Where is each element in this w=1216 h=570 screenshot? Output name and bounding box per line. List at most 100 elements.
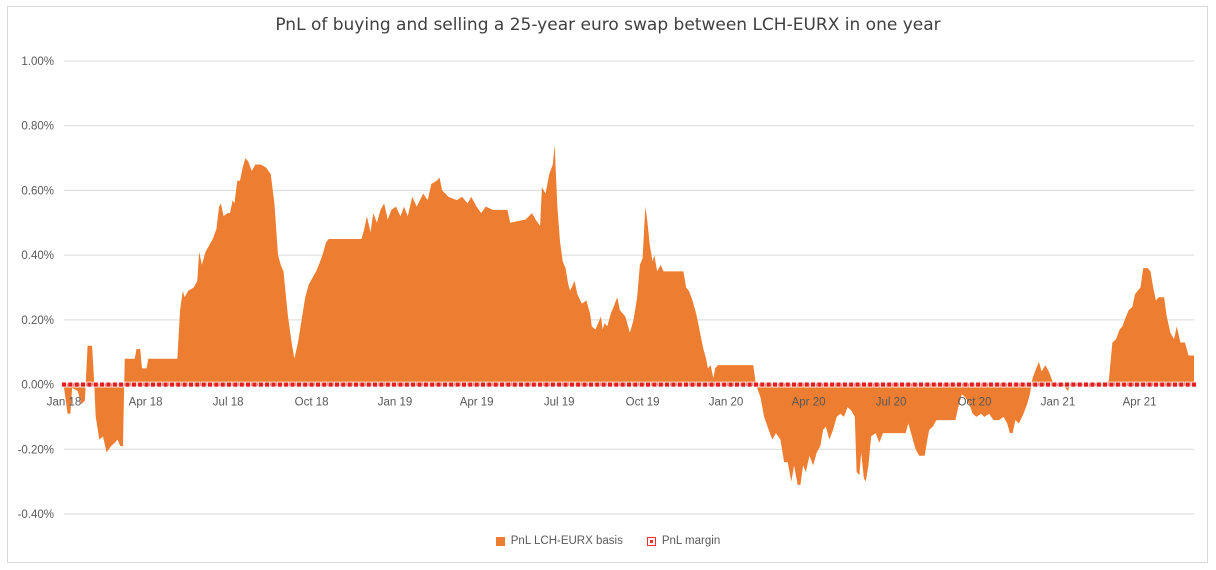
pnl-margin-marker [391, 381, 398, 388]
pnl-margin-marker [1032, 381, 1039, 388]
pnl-margin-marker [295, 381, 302, 388]
chart-title: PnL of buying and selling a 25-year euro… [275, 15, 941, 35]
pnl-margin-marker [854, 381, 861, 388]
pnl-margin-marker [264, 381, 271, 388]
pnl-margin-marker [315, 381, 321, 388]
pnl-margin-marker [911, 381, 918, 388]
pnl-margin-marker [841, 381, 848, 388]
x-tick-label: Jul 20 [876, 397, 907, 409]
pnl-margin-marker [143, 381, 150, 388]
pnl-margin-marker [1184, 381, 1191, 388]
pnl-margin-marker [626, 381, 632, 388]
pnl-margin-marker [1051, 381, 1058, 388]
pnl-margin-marker [848, 381, 855, 388]
pnl-margin-marker [873, 381, 880, 388]
pnl-margin-marker [537, 381, 544, 388]
pnl-margin-marker [359, 381, 366, 388]
pnl-margin-marker [1038, 381, 1045, 388]
pnl-margin-marker [810, 381, 816, 388]
pnl-margin-marker [886, 381, 893, 388]
pnl-margin-marker [372, 381, 378, 388]
x-tick-label: Apr 21 [1123, 397, 1157, 409]
pnl-margin-marker [740, 381, 747, 388]
y-tick-label: -0.20% [18, 444, 54, 456]
pnl-margin-marker [454, 381, 461, 388]
pnl-margin-marker [1026, 381, 1032, 388]
pnl-margin-marker [181, 381, 188, 388]
pnl-margin-marker [251, 381, 258, 388]
pnl-margin-marker [613, 381, 620, 388]
legend-item-margin: PnL margin [646, 535, 720, 547]
pnl-margin-marker [543, 381, 550, 388]
x-tick-label: Apr 18 [129, 397, 163, 409]
pnl-margin-marker [962, 381, 969, 388]
pnl-margin-marker [918, 381, 924, 388]
pnl-margin-marker [416, 381, 423, 388]
pnl-margin-marker [169, 381, 175, 388]
pnl-margin-marker [556, 381, 563, 388]
pnl-margin-marker [480, 381, 486, 388]
pnl-margin-marker [949, 381, 956, 388]
pnl-basis-area-path [64, 145, 1194, 485]
pnl-margin-marker [937, 381, 943, 388]
pnl-margin-marker [607, 381, 613, 388]
pnl-margin-marker [835, 381, 842, 388]
pnl-margin-marker [448, 381, 455, 388]
pnl-margin-marker [397, 381, 404, 388]
legend-swatch-basis [495, 536, 505, 546]
pnl-margin-marker [429, 381, 436, 388]
pnl-margin-marker [784, 381, 791, 388]
pnl-margin-marker [422, 381, 429, 388]
pnl-margin-marker [118, 381, 125, 388]
pnl-margin-marker [61, 381, 67, 388]
pnl-margin-marker [124, 381, 131, 388]
x-tick-label: Apr 20 [792, 397, 826, 409]
pnl-margin-marker [892, 381, 899, 388]
x-tick-label: Oct 19 [626, 397, 660, 409]
pnl-margin-marker [80, 381, 86, 388]
pnl-margin-marker [975, 381, 982, 388]
pnl-margin-marker [1000, 381, 1007, 388]
pnl-margin-marker [1045, 381, 1051, 388]
pnl-margin-marker [632, 381, 639, 388]
pnl-margin-marker [518, 381, 524, 388]
pnl-margin-marker [353, 381, 359, 388]
pnl-margin-marker [86, 381, 93, 388]
pnl-margin-marker [473, 381, 480, 388]
pnl-margin-marker [213, 381, 220, 388]
x-tick-label: Jan 21 [1041, 397, 1076, 409]
pnl-margin-marker [702, 381, 709, 388]
pnl-margin-marker [689, 381, 696, 388]
pnl-margin-marker [619, 381, 626, 388]
y-tick-label: 0.00% [21, 380, 54, 392]
pnl-margin-marker [92, 381, 99, 388]
pnl-margin-marker [486, 381, 493, 388]
pnl-margin-marker [1146, 381, 1153, 388]
x-axis-labels: Jan 18 Apr 18 Jul 18 Oct 18 Jan 19 Apr 19 Jul … [47, 397, 1157, 409]
pnl-margin-marker [1064, 381, 1070, 388]
pnl-margin-markers [61, 381, 1197, 388]
pnl-margin-marker [340, 381, 347, 388]
pnl-margin-marker [1133, 381, 1140, 388]
pnl-margin-marker [524, 381, 531, 388]
legend-swatch-margin [646, 536, 656, 546]
pnl-margin-marker [1191, 381, 1197, 388]
pnl-margin-marker [987, 381, 994, 388]
pnl-margin-marker [1083, 381, 1089, 388]
pnl-margin-marker [943, 381, 950, 388]
pnl-margin-marker [797, 381, 804, 388]
pnl-margin-marker [207, 381, 213, 388]
pnl-margin-marker [772, 381, 778, 388]
pnl-margin-marker [714, 381, 721, 388]
pnl-margin-marker [994, 381, 1001, 388]
pnl-margin-marker [1070, 381, 1077, 388]
pnl-margin-marker [346, 381, 353, 388]
legend-label-basis: PnL LCH-EURX basis [510, 535, 623, 547]
pnl-margin-marker [156, 381, 163, 388]
pnl-margin-marker [708, 381, 715, 388]
pnl-margin-marker [1089, 381, 1096, 388]
pnl-margin-marker [1127, 381, 1134, 388]
pnl-margin-marker [683, 381, 690, 388]
pnl-margin-marker [308, 381, 315, 388]
pnl-margin-marker [302, 381, 309, 388]
